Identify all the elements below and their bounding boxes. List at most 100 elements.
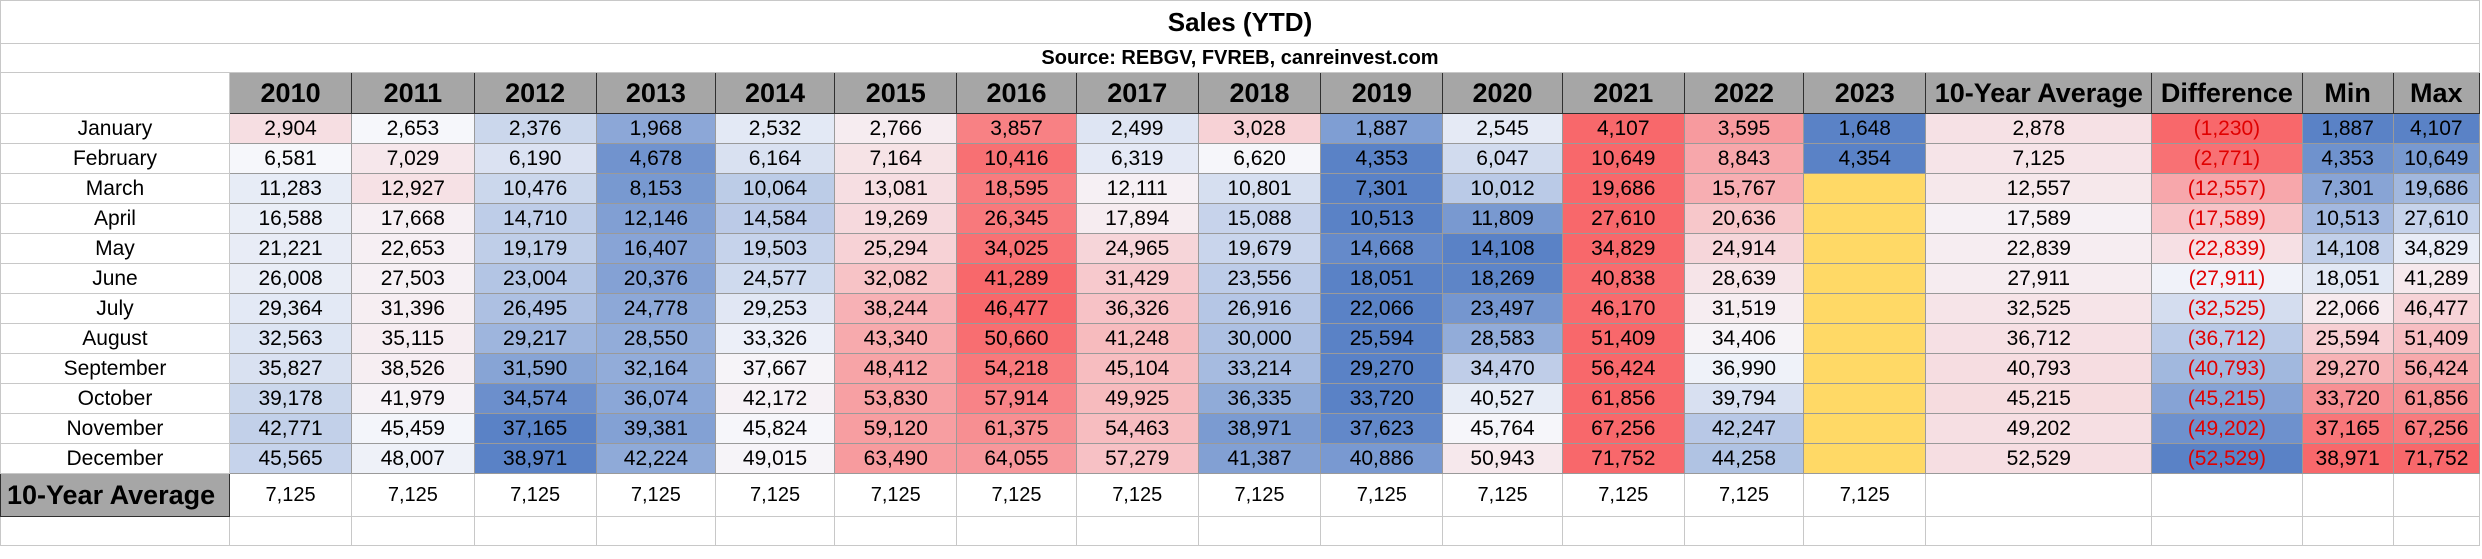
- column-header: 2022: [1683, 72, 1805, 114]
- year-value-cell: 32,164: [595, 353, 716, 384]
- year-value-cell: 24,577: [714, 263, 836, 294]
- year-value-cell: 38,526: [351, 353, 475, 384]
- sheet-title: Sales (YTD): [0, 0, 2480, 44]
- difference-cell: (22,839): [2151, 233, 2303, 264]
- year-value-cell: 42,771: [228, 413, 353, 444]
- empty-cell: [351, 516, 475, 546]
- ten-year-average-cell: 27,911: [1925, 263, 2153, 294]
- year-value-cell: [1803, 413, 1927, 444]
- year-value-cell: 33,326: [714, 323, 836, 354]
- year-value-cell: 37,667: [714, 353, 836, 384]
- difference-cell: (12,557): [2151, 173, 2303, 204]
- year-value-cell: 24,965: [1075, 233, 1199, 264]
- table-row: November 42,771 45,459 37,165 39,381 45,824 59…: [0, 413, 2481, 444]
- year-value-cell: 2,766: [834, 113, 958, 144]
- year-value-cell: 19,269: [834, 203, 958, 234]
- year-value-cell: 29,217: [473, 323, 597, 354]
- year-value-cell: 23,556: [1197, 263, 1322, 294]
- year-value-cell: 16,588: [228, 203, 353, 234]
- year-value-cell: 42,172: [714, 383, 836, 414]
- max-cell: 27,610: [2392, 203, 2481, 234]
- table-row: September 35,827 38,526 31,590 32,164 37,667 4…: [0, 353, 2481, 384]
- table-row: July 29,364 31,396 26,495 24,778 29,253 38,244…: [0, 293, 2481, 324]
- year-value-cell: 36,990: [1683, 353, 1805, 384]
- year-value-cell: 39,178: [228, 383, 353, 414]
- column-header: Max: [2392, 72, 2481, 114]
- max-cell: 71,752: [2392, 443, 2481, 474]
- year-value-cell: 29,364: [228, 293, 353, 324]
- difference-cell: (32,525): [2151, 293, 2303, 324]
- year-value-cell: [1803, 323, 1927, 354]
- average-row-label: 10-Year Average: [0, 473, 230, 517]
- year-value-cell: 26,008: [228, 263, 353, 294]
- year-value-cell: 50,943: [1442, 443, 1563, 474]
- average-value-cell: 7,125: [1803, 473, 1927, 517]
- source-row: Source: REBGV, FVREB, canreinvest.com: [0, 43, 2480, 73]
- year-value-cell: 53,830: [834, 383, 958, 414]
- month-label: November: [0, 413, 230, 444]
- title-row: Sales (YTD): [0, 0, 2480, 44]
- average-value-cell: 7,125: [473, 473, 597, 517]
- min-cell: 33,720: [2301, 383, 2394, 414]
- year-value-cell: 16,407: [595, 233, 716, 264]
- column-header: Min: [2301, 72, 2394, 114]
- empty-cell: [2301, 473, 2394, 517]
- year-value-cell: 10,416: [956, 143, 1077, 174]
- year-value-cell: 10,064: [714, 173, 836, 204]
- year-value-cell: 24,778: [595, 293, 716, 324]
- year-value-cell: 3,857: [956, 113, 1077, 144]
- year-value-cell: 14,710: [473, 203, 597, 234]
- empty-cell: [0, 516, 230, 546]
- year-value-cell: 26,916: [1197, 293, 1322, 324]
- month-label: October: [0, 383, 230, 414]
- year-value-cell: 29,253: [714, 293, 836, 324]
- year-value-cell: 19,179: [473, 233, 597, 264]
- max-cell: 10,649: [2392, 143, 2481, 174]
- column-header: 2018: [1197, 72, 1322, 114]
- year-value-cell: [1803, 233, 1927, 264]
- max-cell: 51,409: [2392, 323, 2481, 354]
- year-value-cell: 34,406: [1683, 323, 1805, 354]
- year-value-cell: 50,660: [956, 323, 1077, 354]
- month-label: December: [0, 443, 230, 474]
- year-value-cell: 4,107: [1561, 113, 1685, 144]
- year-value-cell: 18,051: [1320, 263, 1444, 294]
- year-value-cell: 29,270: [1320, 353, 1444, 384]
- year-value-cell: 2,532: [714, 113, 836, 144]
- year-value-cell: 2,904: [228, 113, 353, 144]
- year-value-cell: 45,104: [1075, 353, 1199, 384]
- year-value-cell: 49,015: [714, 443, 836, 474]
- year-value-cell: 37,623: [1320, 413, 1444, 444]
- year-value-cell: 1,648: [1803, 113, 1927, 144]
- year-value-cell: 64,055: [956, 443, 1077, 474]
- year-value-cell: 41,289: [956, 263, 1077, 294]
- column-header: 2019: [1320, 72, 1444, 114]
- year-value-cell: 48,007: [351, 443, 475, 474]
- average-value-cell: 7,125: [1320, 473, 1444, 517]
- month-label: May: [0, 233, 230, 264]
- average-row: 10-Year Average 7,125 7,125 7,125 7,125 7,125…: [0, 473, 2481, 517]
- ten-year-average-cell: 36,712: [1925, 323, 2153, 354]
- year-value-cell: 19,686: [1561, 173, 1685, 204]
- year-value-cell: [1803, 173, 1927, 204]
- empty-cell: [834, 516, 958, 546]
- min-cell: 25,594: [2301, 323, 2394, 354]
- max-cell: 19,686: [2392, 173, 2481, 204]
- month-label: June: [0, 263, 230, 294]
- year-value-cell: 10,649: [1561, 143, 1685, 174]
- year-value-cell: 20,376: [595, 263, 716, 294]
- empty-cell: [473, 516, 597, 546]
- max-cell: 61,856: [2392, 383, 2481, 414]
- min-cell: 10,513: [2301, 203, 2394, 234]
- year-value-cell: 6,047: [1442, 143, 1563, 174]
- year-value-cell: 40,886: [1320, 443, 1444, 474]
- min-cell: 22,066: [2301, 293, 2394, 324]
- max-cell: 34,829: [2392, 233, 2481, 264]
- year-value-cell: 7,029: [351, 143, 475, 174]
- header-row: 2010 2011 2012 2013 2014 2015 2016 2017 2018 2019…: [0, 72, 2481, 114]
- empty-cell: [228, 516, 353, 546]
- year-value-cell: 44,258: [1683, 443, 1805, 474]
- year-value-cell: 41,387: [1197, 443, 1322, 474]
- year-value-cell: 61,375: [956, 413, 1077, 444]
- year-value-cell: 34,829: [1561, 233, 1685, 264]
